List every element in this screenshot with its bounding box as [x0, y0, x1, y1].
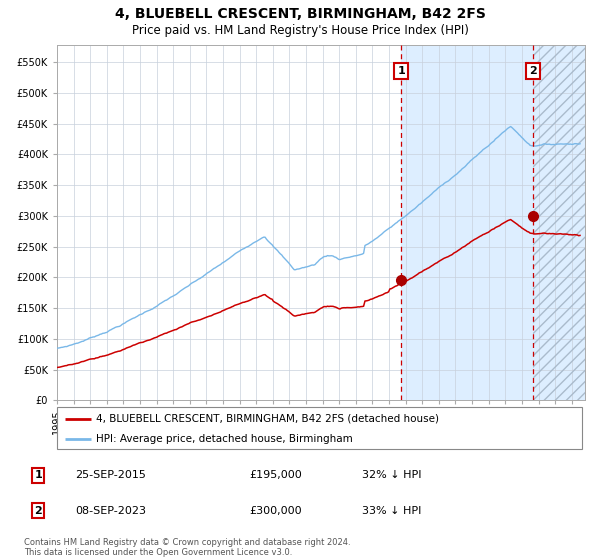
Text: £195,000: £195,000 [250, 470, 302, 480]
Text: HPI: Average price, detached house, Birmingham: HPI: Average price, detached house, Birm… [97, 434, 353, 444]
Text: 32% ↓ HPI: 32% ↓ HPI [362, 470, 422, 480]
Text: 1: 1 [34, 470, 42, 480]
Text: 2: 2 [529, 66, 537, 76]
Text: 2: 2 [34, 506, 42, 516]
Text: 4, BLUEBELL CRESCENT, BIRMINGHAM, B42 2FS: 4, BLUEBELL CRESCENT, BIRMINGHAM, B42 2F… [115, 7, 485, 21]
Text: £300,000: £300,000 [250, 506, 302, 516]
Text: Contains HM Land Registry data © Crown copyright and database right 2024.
This d: Contains HM Land Registry data © Crown c… [24, 538, 350, 557]
Text: 25-SEP-2015: 25-SEP-2015 [75, 470, 146, 480]
Text: 08-SEP-2023: 08-SEP-2023 [75, 506, 146, 516]
Text: 33% ↓ HPI: 33% ↓ HPI [362, 506, 422, 516]
FancyBboxPatch shape [57, 407, 582, 449]
Text: 4, BLUEBELL CRESCENT, BIRMINGHAM, B42 2FS (detached house): 4, BLUEBELL CRESCENT, BIRMINGHAM, B42 2F… [97, 414, 439, 424]
Text: 1: 1 [397, 66, 405, 76]
Text: Price paid vs. HM Land Registry's House Price Index (HPI): Price paid vs. HM Land Registry's House … [131, 24, 469, 37]
Bar [533, 45, 585, 400]
Bar [401, 45, 585, 400]
